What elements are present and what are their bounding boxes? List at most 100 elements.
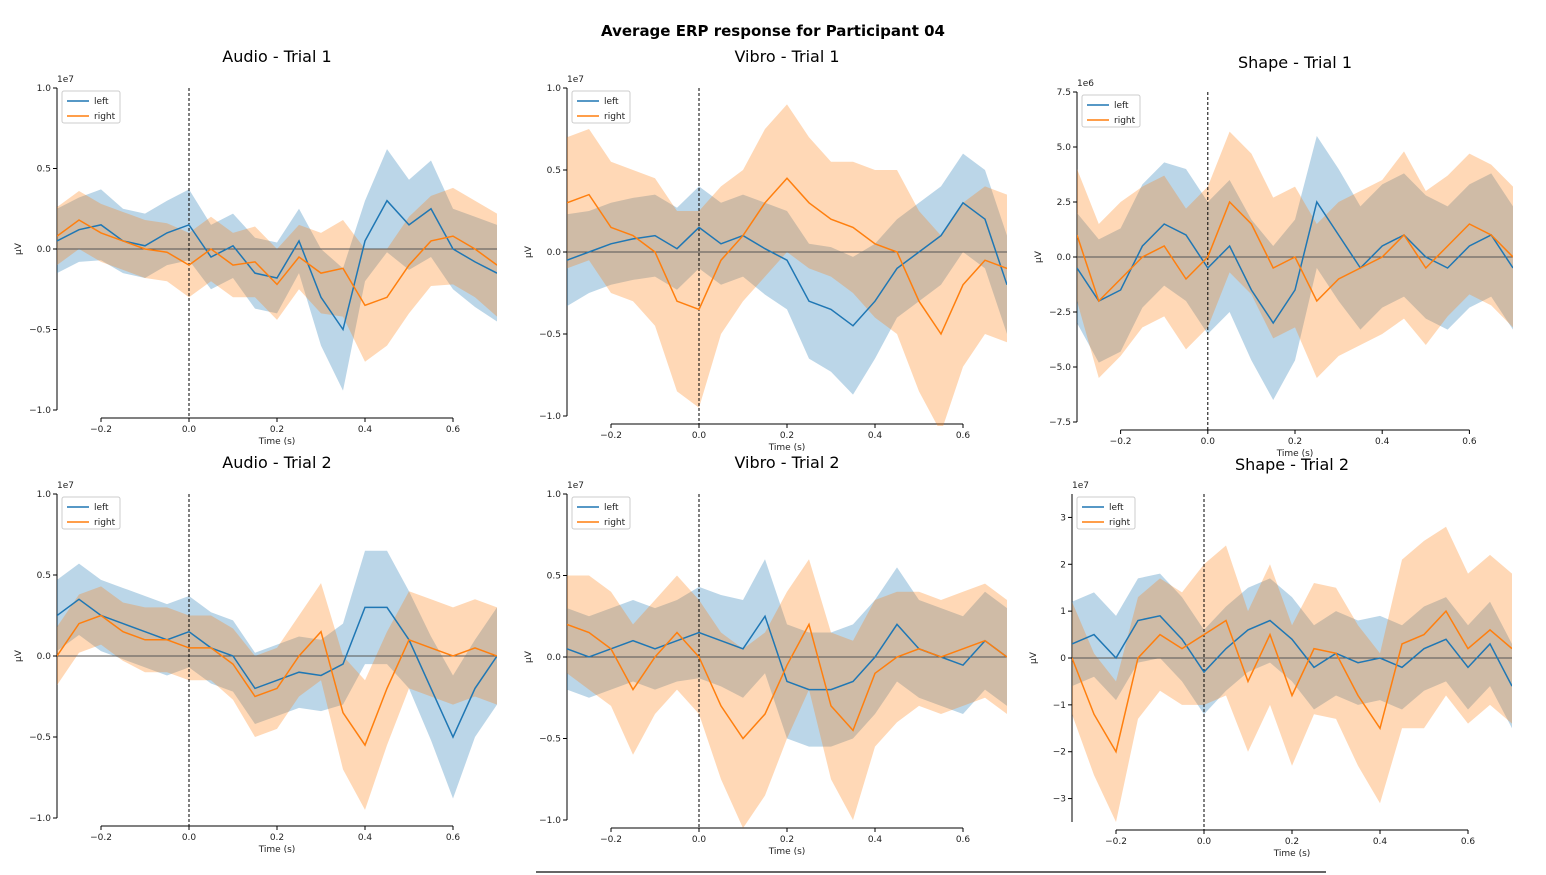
y-tick-label: −3: [1053, 795, 1066, 805]
axis-offset-label: 1e7: [567, 75, 584, 85]
series-line-left: [567, 201, 1007, 327]
chart-title: Vibro - Trial 2: [734, 453, 839, 472]
chart-panel: Vibro - Trial 1 1e7 −1.0 −0.5 0.0 0.5 1.0 −0.2 0…: [524, 47, 1007, 453]
y-axis-label: µV: [14, 242, 24, 255]
series-line-right: [567, 622, 1007, 740]
y-tick-label: 0.5: [547, 572, 561, 582]
axis-offset-label: 1e7: [1072, 481, 1089, 491]
x-tick-label: 0.6: [1461, 837, 1476, 847]
x-tick-label: 0.0: [692, 431, 707, 441]
y-tick-label: −2.5: [1049, 308, 1071, 318]
chart-title: Vibro - Trial 1: [734, 47, 839, 66]
y-tick-label: −1: [1053, 701, 1066, 711]
y-tick-label: 0.0: [37, 652, 52, 662]
x-tick-label: 0.2: [780, 431, 794, 441]
x-tick-label: 0.4: [1373, 837, 1388, 847]
x-axis-label: Time (s): [258, 437, 296, 447]
y-tick-label: −0.5: [539, 330, 561, 340]
y-tick-label: 1: [1060, 607, 1066, 617]
x-tick-label: 0.6: [956, 835, 971, 845]
y-tick-label: −5.0: [1049, 363, 1071, 373]
legend-label: left: [1109, 503, 1124, 513]
y-tick-label: −1.0: [539, 816, 561, 826]
x-tick-label: 0.0: [182, 425, 197, 435]
legend-box: [1081, 94, 1141, 128]
x-tick-label: 0.4: [358, 833, 373, 843]
x-tick-label: 0.2: [780, 835, 794, 845]
y-axis-label: µV: [1034, 250, 1044, 263]
x-tick-label: 0.6: [1462, 437, 1477, 447]
legend-label: left: [94, 97, 109, 107]
chart-panel: Audio - Trial 1 1e7 −1.0 −0.5 0.0 0.5 1.0 −0.2 0…: [14, 47, 497, 447]
x-tick-label: 0.0: [1201, 437, 1216, 447]
y-tick-label: 0.0: [1057, 253, 1072, 263]
figure-title: Average ERP response for Participant 04: [601, 22, 945, 40]
x-tick-label: 0.2: [270, 425, 284, 435]
x-axis-label: Time (s): [1276, 449, 1314, 459]
x-axis-label: Time (s): [768, 847, 806, 857]
y-tick-label: 1.0: [37, 84, 52, 94]
series-band-right: [57, 583, 497, 810]
x-tick-label: −0.2: [1110, 437, 1132, 447]
x-tick-label: 0.0: [1197, 837, 1212, 847]
y-tick-label: 1.0: [37, 490, 52, 500]
y-tick-label: 0.0: [547, 653, 562, 663]
legend-label: right: [94, 518, 116, 528]
series-line-right: [1077, 200, 1513, 303]
x-tick-label: 0.6: [446, 425, 461, 435]
axis-offset-label: 1e7: [567, 481, 584, 491]
x-tick-label: −0.2: [600, 835, 622, 845]
x-tick-label: −0.2: [600, 431, 622, 441]
chart-title: Audio - Trial 1: [222, 47, 331, 66]
x-tick-label: 0.0: [692, 835, 707, 845]
bottom-divider: [536, 871, 1326, 873]
series-band-left: [1077, 136, 1513, 400]
series-band-right: [57, 187, 497, 362]
y-tick-label: 0.5: [37, 571, 51, 581]
y-tick-label: 2.5: [1057, 198, 1071, 208]
series-band-left: [1072, 573, 1512, 729]
legend-label: left: [604, 97, 619, 107]
chart-title: Shape - Trial 2: [1235, 455, 1349, 474]
x-tick-label: −0.2: [1105, 837, 1127, 847]
legend-label: right: [94, 112, 116, 122]
series-line-left: [57, 598, 497, 739]
series-line-left: [57, 199, 497, 332]
legend-label: right: [1114, 116, 1136, 126]
chart-title: Shape - Trial 1: [1238, 53, 1352, 72]
y-tick-label: 2: [1060, 560, 1066, 570]
x-tick-label: 0.2: [270, 833, 284, 843]
series-line-right: [567, 177, 1007, 336]
x-axis-label: Time (s): [1273, 849, 1311, 859]
axis-offset-label: 1e7: [57, 481, 74, 491]
y-tick-label: −1.0: [29, 814, 51, 824]
series-band-right: [567, 559, 1007, 829]
y-tick-label: 0: [1060, 654, 1066, 664]
y-tick-label: −1.0: [539, 412, 561, 422]
y-tick-label: 0.5: [547, 166, 561, 176]
series-line-left: [1072, 615, 1512, 687]
x-tick-label: −0.2: [90, 833, 112, 843]
x-tick-label: 0.6: [446, 833, 461, 843]
chart-panel: Shape - Trial 2 1e7 −3 −2 −1 0 1 2 3 −0.2 0.0 0.2 0.…: [1029, 455, 1512, 859]
x-tick-label: 0.4: [868, 431, 883, 441]
series-line-right: [57, 614, 497, 747]
legend-label: left: [1114, 101, 1129, 111]
axis-offset-label: 1e7: [57, 75, 74, 85]
y-tick-label: −0.5: [29, 326, 51, 336]
y-tick-label: −7.5: [1049, 418, 1071, 428]
legend-box: [571, 496, 631, 530]
axis-offset-label: 1e6: [1077, 79, 1094, 89]
x-tick-label: 0.4: [868, 835, 883, 845]
y-axis-label: µV: [1029, 651, 1039, 664]
x-axis-label: Time (s): [258, 845, 296, 855]
legend-box: [571, 90, 631, 124]
x-tick-label: 0.2: [1285, 837, 1299, 847]
y-axis-label: µV: [524, 245, 534, 258]
chart-title: Audio - Trial 2: [222, 453, 331, 472]
x-tick-label: −0.2: [90, 425, 112, 435]
x-tick-label: 0.4: [358, 425, 373, 435]
y-tick-label: 1.0: [547, 84, 562, 94]
y-tick-label: 1.0: [547, 490, 562, 500]
